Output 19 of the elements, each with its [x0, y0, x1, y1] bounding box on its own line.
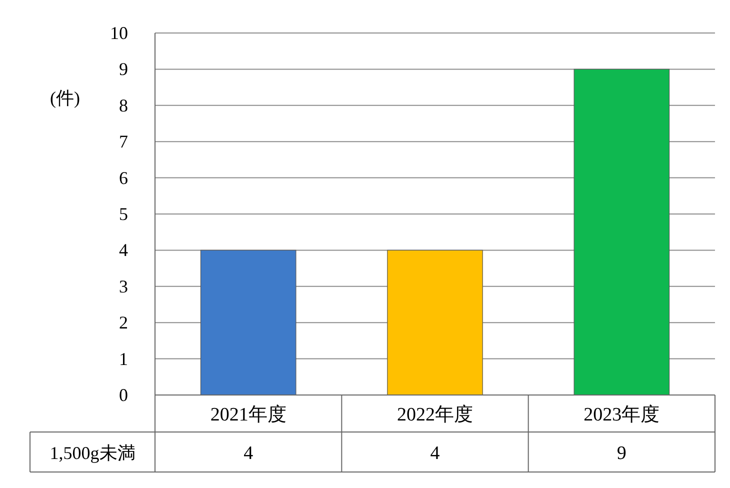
y-tick-label: 2 [119, 312, 128, 333]
x-tick-label: 2021年度 [210, 404, 286, 426]
text: 1,500g未満 [50, 443, 136, 463]
x-tick-label: 2022年度 [397, 404, 473, 426]
y-tick-label: 1 [119, 348, 128, 369]
y-tick-label: 6 [119, 168, 128, 188]
y-tick-label: 10 [110, 23, 128, 43]
y-tick-label: 0 [119, 385, 128, 405]
y-tick-label: 3 [119, 276, 128, 296]
y-tick-label: 7 [119, 132, 128, 152]
y-tick-label: 4 [119, 240, 128, 260]
y-tick-label: 9 [119, 59, 128, 80]
data-label: 9 [616, 443, 626, 464]
y-axis-title: (件) [50, 88, 80, 108]
data-label: 4 [244, 443, 254, 464]
x-tick-label: 2023年度 [584, 404, 660, 426]
y-tick-label: 8 [119, 95, 128, 116]
data-label: 4 [430, 443, 440, 464]
y-tick-label: 5 [119, 204, 128, 224]
